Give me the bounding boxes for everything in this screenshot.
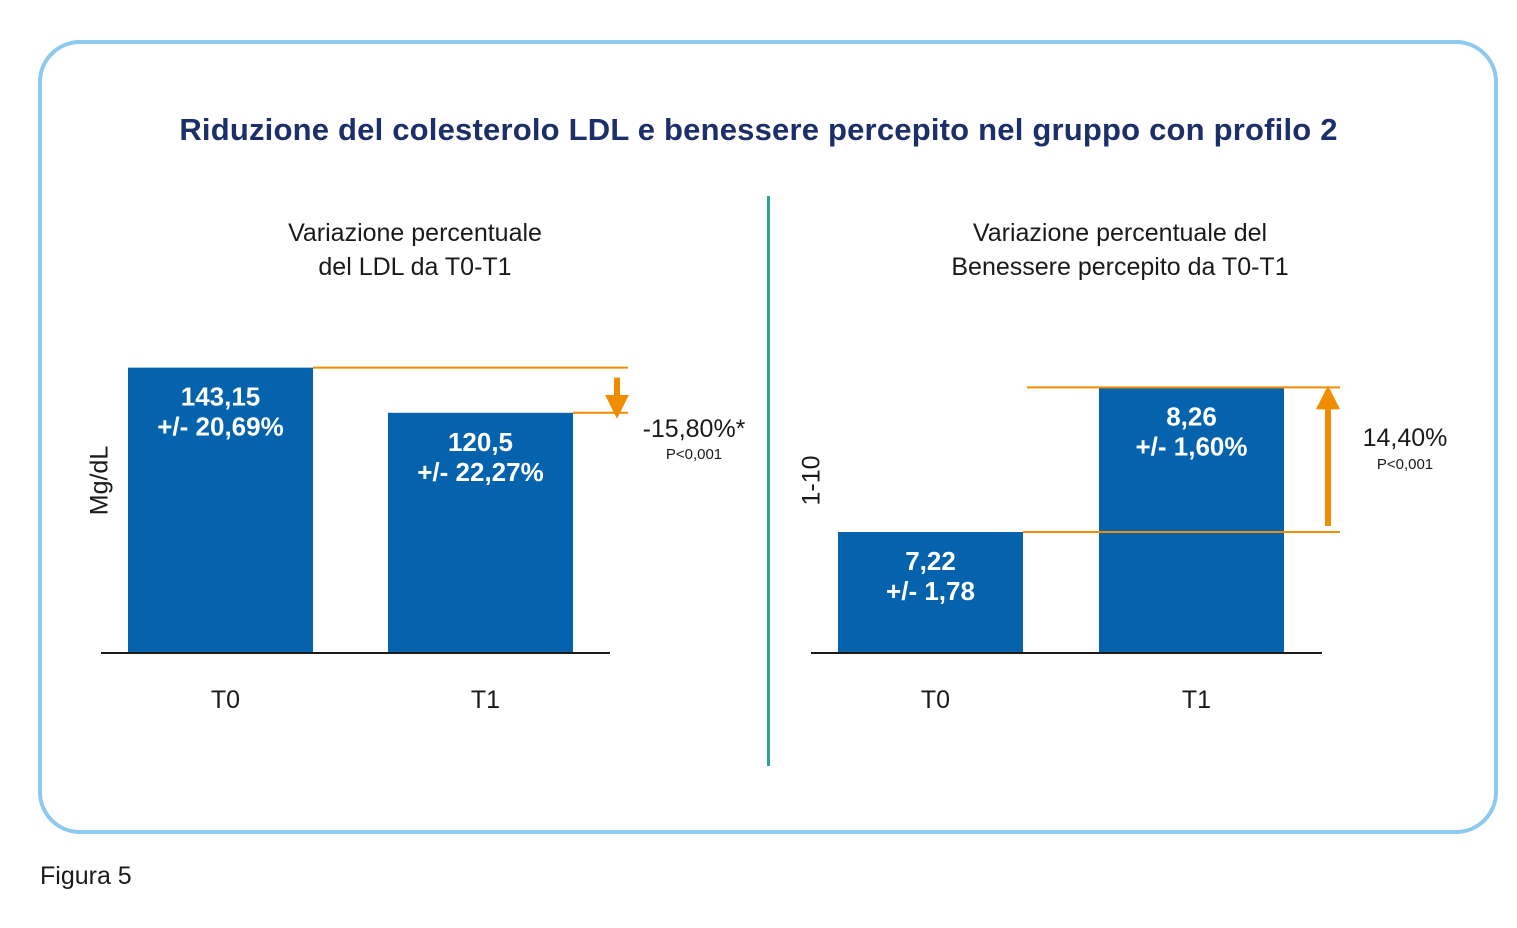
ldl-chart-subtitle: Variazione percentuale del LDL da T0-T1 bbox=[288, 219, 542, 281]
wellbeing-bar-value-label-t1-2: +/- 1,60% bbox=[1135, 431, 1247, 461]
wellbeing-bar-t1 bbox=[1099, 387, 1284, 653]
ldl-p-value-label: P<0,001 bbox=[666, 446, 722, 463]
ldl-bar-t0 bbox=[128, 367, 313, 653]
ldl-bar-value-label-t0-2: +/- 20,69% bbox=[157, 412, 283, 442]
ldl-bar-value-label-t0-1: 143,15 bbox=[181, 382, 261, 412]
wellbeing-x-tick-t1: T1 bbox=[1182, 686, 1211, 714]
wellbeing-bar-t0 bbox=[838, 532, 1023, 653]
wellbeing-bar-value-label-t1-1: 8,26 bbox=[1166, 401, 1217, 431]
figure-title: Riduzione del colesterolo LDL e benesser… bbox=[179, 112, 1338, 147]
ldl-x-tick-t1: T1 bbox=[471, 686, 500, 714]
wellbeing-chart-subtitle: Variazione percentuale del Benessere per… bbox=[951, 219, 1289, 281]
figure-frame bbox=[38, 40, 1498, 834]
wellbeing-bar-value-label-t0-1: 7,22 bbox=[905, 546, 956, 576]
ldl-bar-t1 bbox=[388, 412, 573, 653]
wellbeing-p-value-label: P<0,001 bbox=[1377, 456, 1433, 473]
wellbeing-change-label: 14,40% bbox=[1363, 424, 1448, 452]
ldl-x-tick-t0: T0 bbox=[211, 686, 240, 714]
ldl-bar-value-label-t1-2: +/- 22,27% bbox=[417, 457, 543, 487]
ldl-change-label: -15,80%* bbox=[643, 415, 746, 443]
figure-caption: Figura 5 bbox=[40, 862, 132, 890]
ldl-bar-value-label-t1-1: 120,5 bbox=[448, 427, 513, 457]
panel-divider bbox=[767, 196, 770, 766]
wellbeing-x-tick-t0: T0 bbox=[921, 686, 950, 714]
wellbeing-bar-value-label-t0-2: +/- 1,78 bbox=[886, 576, 975, 606]
